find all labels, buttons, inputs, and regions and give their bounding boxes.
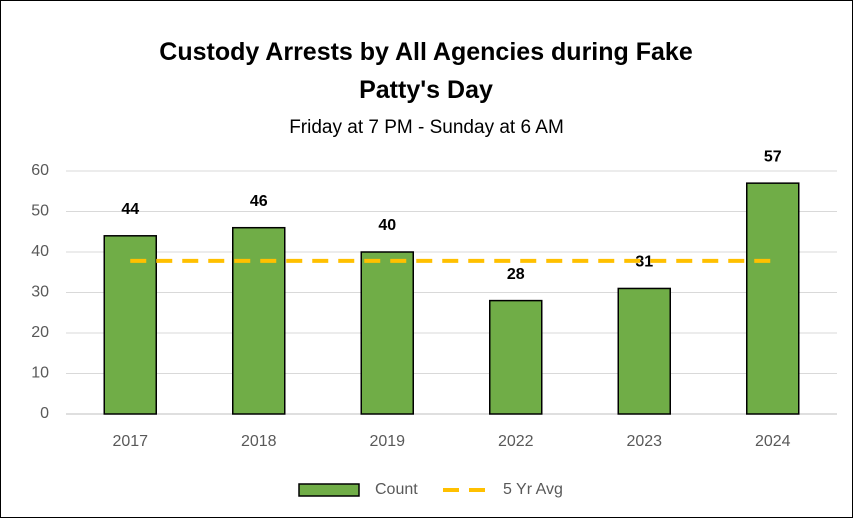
chart-title: Custody Arrests by All Agencies during F… [159,38,693,104]
data-label: 40 [378,217,396,234]
bar [103,235,157,415]
bar [360,251,414,415]
x-tick-label: 2022 [498,433,534,450]
y-tick-label: 10 [31,365,49,382]
x-tick-label: 2019 [369,433,405,450]
data-label: 46 [250,193,268,210]
x-tick-label: 2024 [755,433,791,450]
y-tick-label: 50 [31,203,49,220]
bar [232,226,286,415]
legend-swatch [298,483,360,497]
y-tick-label: 20 [31,324,49,341]
bar [489,299,543,415]
x-tick-label: 2017 [112,433,148,450]
data-label: 57 [764,148,782,165]
x-tick-label: 2023 [626,433,662,450]
y-tick-label: 30 [31,284,49,301]
chart-subtitle: Friday at 7 PM - Sunday at 6 AM [289,117,564,138]
y-tick-label: 60 [31,162,49,179]
x-tick-label: 2018 [241,433,277,450]
data-label: 28 [507,266,525,283]
bar [617,287,671,415]
data-label: 31 [635,254,653,271]
legend-label: 5 Yr Avg [503,481,563,498]
y-tick-label: 0 [40,405,49,422]
y-tick-label: 40 [31,243,49,260]
data-label: 44 [121,201,139,218]
legend-label: Count [375,481,418,498]
bar [746,182,800,415]
